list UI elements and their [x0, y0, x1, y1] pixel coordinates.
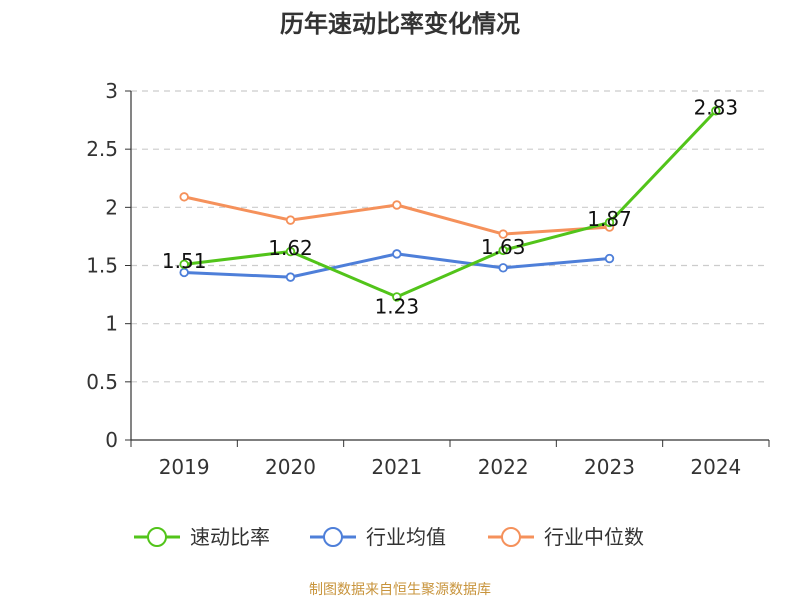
- chart-title: 历年速动比率变化情况: [280, 10, 520, 38]
- data-label: 1.62: [268, 236, 313, 260]
- legend-item-2[interactable]: 行业中位数: [488, 525, 644, 549]
- x-tick-label: 2024: [690, 455, 741, 479]
- series-point-1[interactable]: [498, 263, 508, 273]
- y-tick-label: 2: [105, 195, 118, 219]
- x-tick-label: 2020: [265, 455, 316, 479]
- legend-marker-icon: [147, 527, 167, 547]
- data-labels: 1.51 1.62 1.23 1.63 1.87 2.83: [162, 95, 738, 318]
- series-point-0[interactable]: [498, 245, 508, 256]
- data-label: 1.23: [375, 294, 420, 318]
- legend-marker-icon: [323, 527, 343, 547]
- y-tick-label: 1: [105, 312, 118, 336]
- y-tick-label: 2.5: [86, 137, 118, 161]
- source-note: 制图数据来自恒生聚源数据库: [309, 582, 491, 598]
- legend-label: 行业均值: [366, 525, 446, 549]
- series-point-0[interactable]: [392, 292, 402, 302]
- data-label: 1.51: [162, 249, 207, 273]
- y-tick-label: 3: [105, 79, 118, 103]
- x-tick-label: 2021: [371, 455, 422, 479]
- series-lines: [179, 106, 721, 302]
- y-tick-label: 0.5: [86, 370, 118, 394]
- series-point-2[interactable]: [498, 229, 508, 239]
- series-point-0[interactable]: [604, 217, 615, 228]
- series-point-2[interactable]: [179, 192, 189, 202]
- legend-item-0[interactable]: 速动比率: [134, 525, 270, 549]
- series-point-1[interactable]: [604, 253, 615, 264]
- legend-item-1[interactable]: 行业均值: [310, 525, 446, 549]
- series-point-0[interactable]: [179, 259, 189, 270]
- legend-label: 速动比率: [190, 525, 270, 549]
- grid-lines: [131, 90, 769, 383]
- series-point-2[interactable]: [392, 200, 402, 210]
- series-point-1[interactable]: [392, 249, 402, 259]
- x-tick-label: 2022: [478, 455, 529, 479]
- data-label: 1.63: [481, 235, 526, 259]
- axes: 0 0.5 1 1.5 2 2.5 3 2019 2020 2021 2022 2023 2024: [86, 79, 770, 479]
- legend: 速动比率 行业均值 行业中位数: [134, 525, 644, 549]
- legend-marker-icon: [501, 527, 521, 547]
- x-tick-label: 2023: [584, 455, 635, 479]
- y-tick-label: 1.5: [86, 254, 118, 278]
- data-label: 2.83: [694, 95, 739, 119]
- series-point-2[interactable]: [285, 215, 296, 225]
- x-tick-label: 2019: [159, 455, 210, 479]
- series-point-1[interactable]: [285, 272, 296, 282]
- series-point-0[interactable]: [285, 246, 296, 257]
- legend-label: 行业中位数: [544, 525, 644, 549]
- data-label: 1.87: [587, 207, 632, 231]
- series-point-0[interactable]: [711, 106, 721, 116]
- series-line-0: [182, 109, 718, 299]
- y-tick-label: 0: [105, 428, 118, 452]
